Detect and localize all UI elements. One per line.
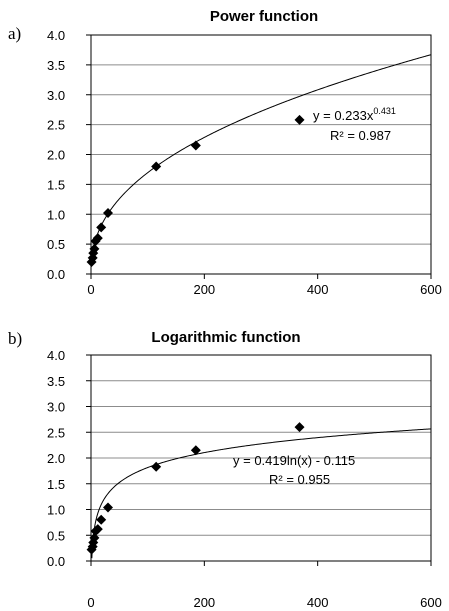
data-point-b: [190, 445, 201, 456]
data-point-b: [151, 461, 162, 472]
fit-curve-b: [91, 428, 432, 559]
data-point-b: [96, 514, 107, 525]
y-tick-label-b: 0.0: [47, 554, 65, 569]
data-point-a: [294, 114, 305, 125]
data-point-a: [103, 208, 113, 219]
y-tick-label-b: 2.5: [47, 425, 65, 440]
x-tick-label-a: 200: [193, 282, 215, 297]
y-tick-label-b: 2.0: [47, 451, 65, 466]
plot-frame-a: [90, 34, 432, 275]
data-point-a: [96, 222, 107, 233]
y-tick-label-b: 1.0: [47, 503, 65, 518]
panel-label-a: a): [8, 24, 21, 43]
plot-area-b: 0.0 0.5 1.0 1.5 2.0 2.5 3.0 3.5 4.0 0 200 400 600: [47, 348, 442, 610]
y-tick-label-a: 1.0: [47, 207, 65, 222]
data-point-a: [190, 140, 201, 151]
x-tick-label-b: 200: [193, 595, 215, 610]
y-tick-label-a: 0.0: [47, 267, 65, 282]
equation-b: y = 0.419ln(x) - 0.115: [233, 453, 355, 468]
y-tick-label-b: 0.5: [47, 528, 65, 543]
equation-a-exponent: 0.431: [373, 106, 396, 116]
r2-a: R² = 0.987: [330, 128, 391, 143]
y-tick-label-b: 4.0: [47, 348, 65, 363]
data-point-a: [151, 161, 162, 172]
x-tick-label-a: 0: [87, 282, 94, 297]
equation-a-main: y = 0.233x: [313, 108, 374, 123]
chart-title-a: Power function: [210, 8, 318, 25]
plot-frame-b: [90, 354, 432, 562]
chart-title-b: Logarithmic function: [151, 329, 300, 346]
data-point-b: [89, 532, 100, 543]
r2-b: R² = 0.955: [269, 472, 330, 487]
x-tick-label-b: 600: [420, 595, 442, 610]
y-tick-label-a: 3.0: [47, 88, 65, 103]
data-point-a: [89, 243, 100, 254]
panel-label-b: b): [8, 329, 22, 348]
data-point-b: [103, 502, 113, 513]
data-point-b: [294, 422, 305, 433]
y-tick-label-a: 3.5: [47, 58, 65, 73]
y-tick-label-b: 3.5: [47, 374, 65, 389]
x-tick-label-b: 400: [307, 595, 329, 610]
y-tick-label-a: 1.5: [47, 177, 65, 192]
y-tick-label-b: 1.5: [47, 477, 65, 492]
x-tick-label-a: 400: [307, 282, 329, 297]
x-tick-label-b: 0: [87, 595, 94, 610]
plot-area-a: 0.0 0.5 1.0 1.5 2.0 2.5 3.0 3.5 4.0 0 200 400 600: [47, 28, 442, 297]
x-tick-label-a: 600: [420, 282, 442, 297]
y-tick-label-b: 3.0: [47, 400, 65, 415]
data-point-b: [92, 524, 103, 535]
y-tick-label-a: 2.5: [47, 118, 65, 133]
y-tick-label-a: 0.5: [47, 237, 65, 252]
equation-a: y = 0.233x0.431: [313, 106, 396, 123]
y-tick-label-a: 4.0: [47, 28, 65, 43]
fit-curve-a: [90, 54, 432, 266]
data-point-a: [92, 233, 103, 244]
y-tick-label-a: 2.0: [47, 148, 65, 163]
